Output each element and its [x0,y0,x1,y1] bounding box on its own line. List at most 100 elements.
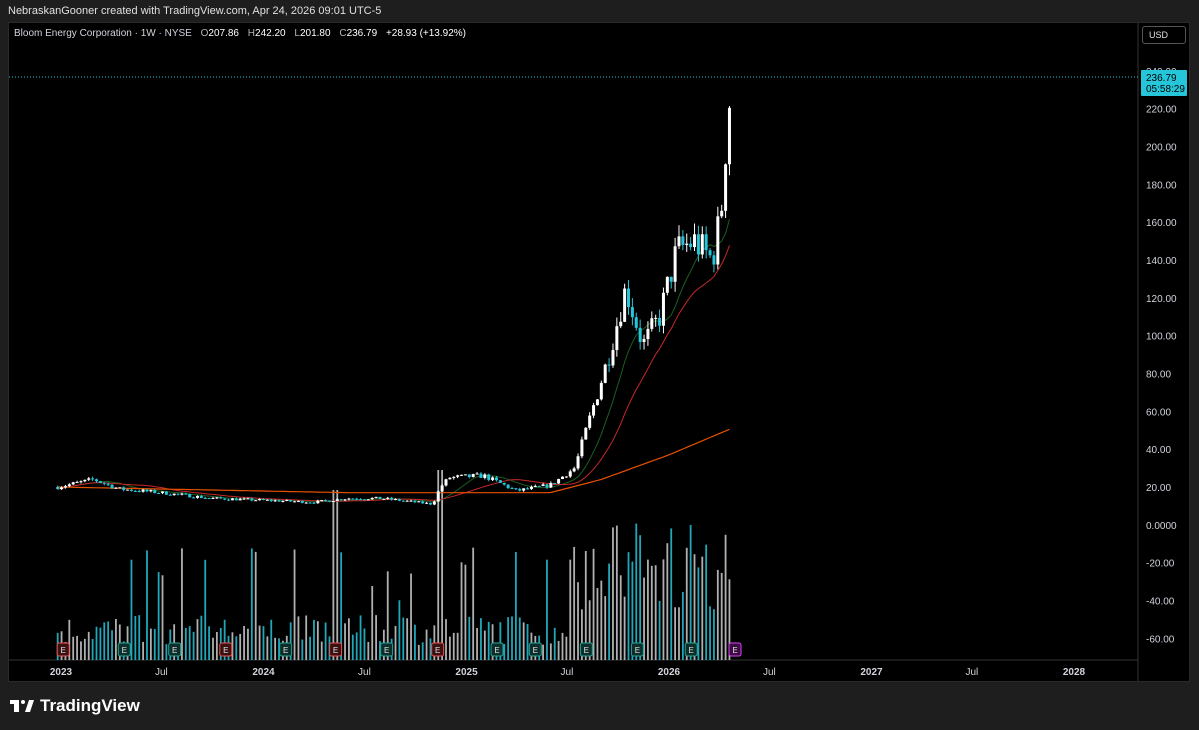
candle-body [172,493,176,496]
volume-bar [456,632,459,660]
candle-body [401,500,405,502]
candle-body [351,498,355,500]
volume-bar [204,559,207,660]
x-tick-label: Jul [965,667,978,678]
candle-body [603,364,607,383]
candle-body [300,500,304,503]
x-tick-label: Jul [155,667,168,678]
candle-body [456,475,460,477]
last-price-tag: 236.79 05:58:29 [1141,70,1187,96]
volume-bar [91,639,94,660]
volume-bar [514,551,517,660]
volume-bar [584,551,587,660]
volume-bar [557,640,560,660]
candle-body [199,495,203,498]
volume-bar [278,638,280,660]
y-tick-label: 120.00 [1146,294,1177,305]
y-tick-label: 40.00 [1146,445,1171,456]
candle-body [394,499,398,501]
volume-bar [320,641,323,660]
earnings-marker [431,642,445,657]
volume-bar [631,561,634,660]
volume-bar [406,618,409,660]
candle-body [79,481,83,483]
candle-body [207,497,211,499]
candle-body [71,482,75,485]
candle-body [611,349,615,366]
volume-bar [573,546,576,660]
earnings-marker-label: E [61,646,66,655]
volume-bar [72,636,75,660]
volume-bar [332,490,335,660]
candle-body [56,487,60,490]
volume-bar [402,617,405,660]
volume-bar [685,547,688,660]
candle-body [440,485,444,492]
candle-body [541,484,545,487]
candle-body [184,493,188,495]
earnings-marker [117,642,131,657]
candle-body [355,498,359,500]
volume-bar [243,625,245,660]
earnings-marker-label: E [283,646,288,655]
candle-body [452,476,456,478]
volume-bar [526,624,529,660]
candle-body [560,476,564,480]
ma-short-line [57,219,730,503]
candle-body [374,496,378,498]
candle-body [261,499,265,501]
candle-body [533,485,537,487]
candle-body [685,243,689,245]
volume-bar [596,588,599,660]
volume-bar [262,626,265,660]
y-tick-label: 60.00 [1146,407,1171,418]
candle-body [153,490,157,493]
volume-bar [511,616,513,660]
volume-bar [149,628,152,660]
volume-bar [309,636,311,660]
candle-body [122,487,126,490]
candle-body [537,485,541,487]
candle-body [494,477,498,481]
volume-bar [643,577,645,660]
volume-bar [491,624,494,660]
volume-bar [693,554,696,660]
volume-bar [118,624,121,660]
candle-body [316,500,320,504]
volume-bar [619,575,622,660]
x-tick-label: 2027 [860,667,883,678]
volume-bar [95,626,98,660]
symbol-name[interactable]: Bloom Energy Corporation · 1W · NYSE [14,28,192,39]
volume-bar [231,632,234,660]
currency-button[interactable]: USD [1142,26,1186,44]
volume-bar [351,634,354,660]
volume-bar [464,564,467,660]
symbol-legend: Bloom Energy Corporation · 1W · NYSE O20… [14,28,466,39]
volume-bar [254,551,257,660]
candle-body [506,484,510,488]
candle-body [195,495,199,498]
x-tick-label: 2023 [50,667,73,678]
volume-bar [650,565,653,660]
volume-bar [546,559,548,660]
candle-body [106,483,110,485]
candle-body [665,276,669,293]
candle-body [557,479,561,484]
candle-body [576,456,580,469]
y-tick-label: 200.00 [1146,143,1177,154]
candle-body [405,500,409,502]
candle-body [712,255,716,265]
volume-bar [235,636,238,660]
candle-body [335,499,339,502]
volume-bar [615,525,618,660]
candle-body [382,498,386,500]
volume-bar [503,643,506,660]
y-axis-ticks: 240.00220.00200.00180.00160.00140.00120.… [1146,67,1177,645]
volume-bar [542,644,544,660]
candle-body [281,500,285,502]
candle-body [343,499,347,501]
ma-long-line [57,428,730,494]
volume-bar [581,609,583,660]
volume-bar [709,606,711,660]
